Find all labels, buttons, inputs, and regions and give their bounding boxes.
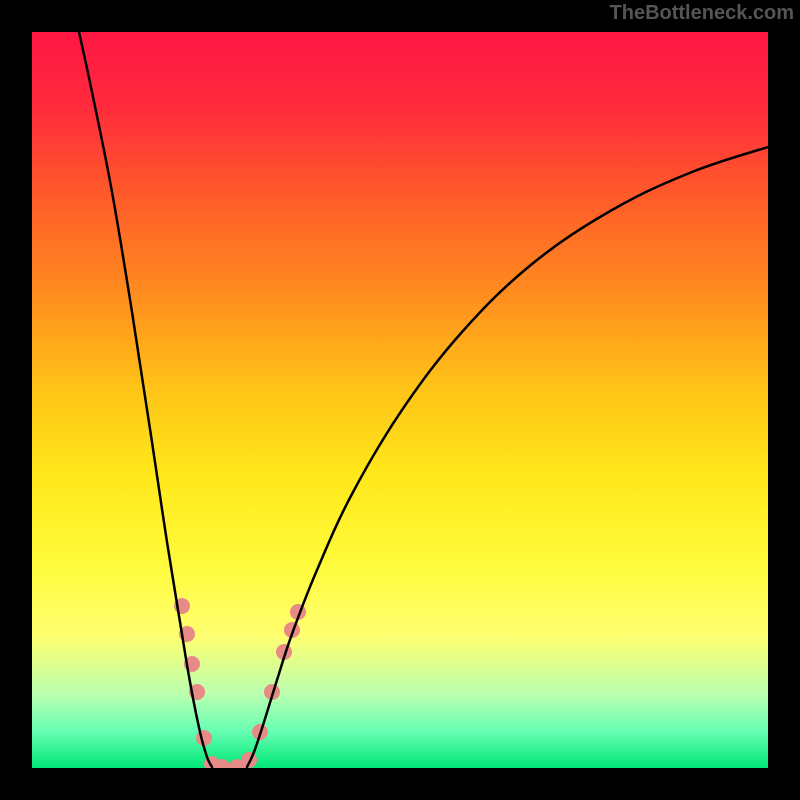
chart-frame: TheBottleneck.com <box>0 0 800 800</box>
gradient-background <box>32 32 768 768</box>
plot-area <box>32 32 768 768</box>
plot-svg <box>32 32 768 768</box>
watermark-text: TheBottleneck.com <box>610 2 794 25</box>
